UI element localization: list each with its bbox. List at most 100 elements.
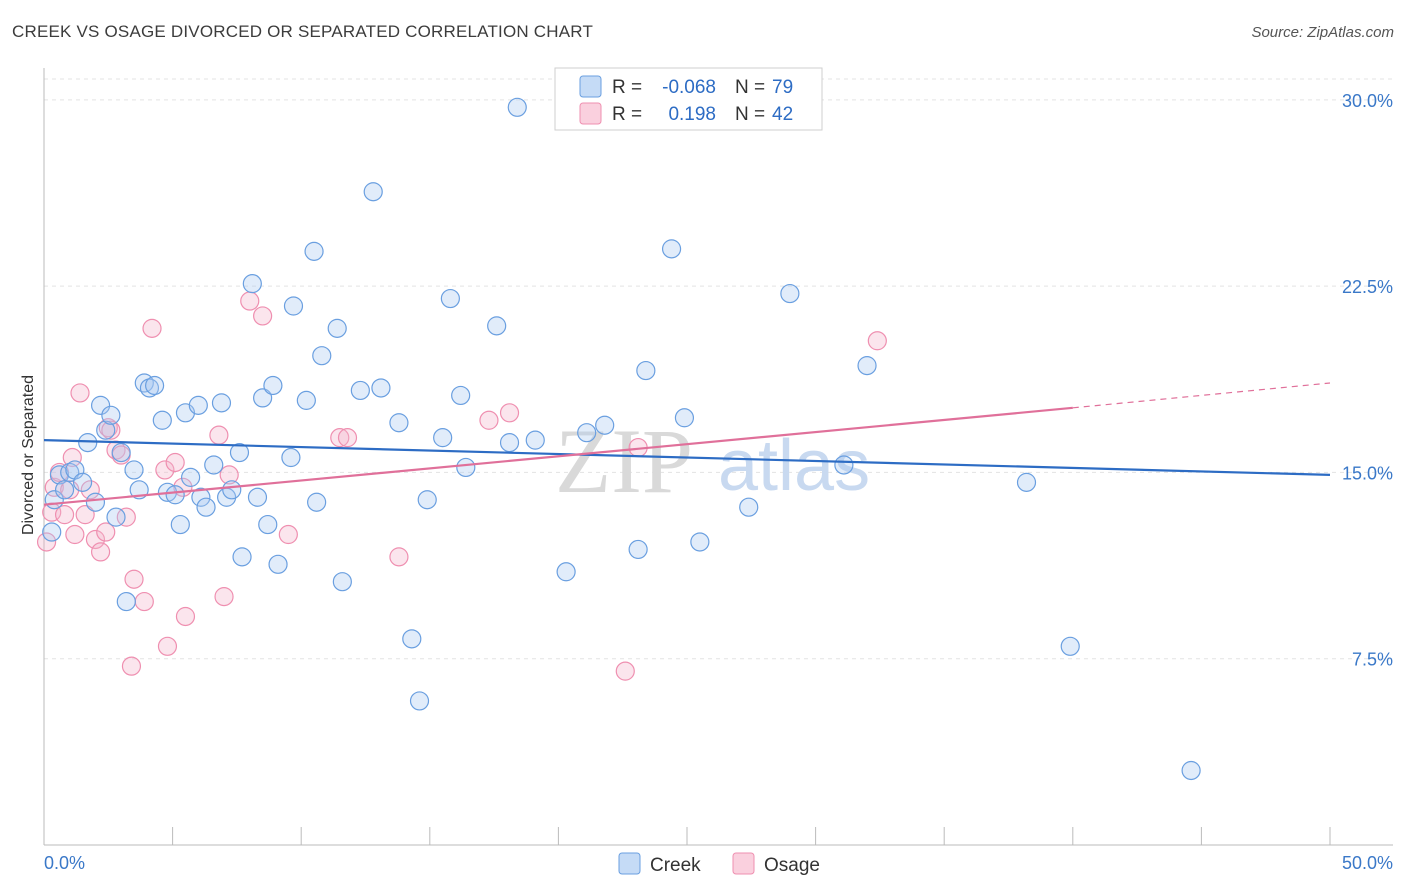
- y-tick-label: 15.0%: [1342, 463, 1393, 483]
- creek-point: [507, 97, 527, 117]
- creek-point: [304, 241, 324, 261]
- osage-point: [479, 410, 499, 430]
- chart-title: CREEK VS OSAGE DIVORCED OR SEPARATED COR…: [12, 22, 594, 41]
- osage-point: [75, 505, 95, 525]
- creek-point: [106, 507, 126, 527]
- osage-point: [240, 291, 260, 311]
- creek-point: [857, 356, 877, 376]
- creek-point: [247, 487, 268, 507]
- y-tick-label: 22.5%: [1342, 277, 1393, 297]
- creek-point: [417, 490, 437, 510]
- axes: [43, 68, 1393, 846]
- legend-r-label-creek: R =: [612, 77, 642, 98]
- osage-point: [330, 428, 350, 448]
- osage-point: [337, 428, 358, 448]
- osage-point: [124, 569, 144, 589]
- creek-point: [101, 405, 121, 425]
- legend-n-value-osage: 42: [772, 104, 793, 125]
- osage-point: [90, 542, 111, 562]
- creek-point: [54, 480, 75, 500]
- x-tick-label-max: 50.0%: [1342, 853, 1393, 873]
- creek-point: [389, 413, 409, 433]
- bottom-legend-swatch-osage: [732, 852, 755, 875]
- osage-point: [157, 636, 178, 656]
- osage-point: [389, 547, 409, 567]
- creek-point: [196, 497, 216, 517]
- creek-point: [232, 547, 252, 567]
- osage-point: [65, 524, 85, 545]
- osage-point: [253, 306, 273, 326]
- creek-point: [499, 433, 520, 453]
- creek-point: [90, 395, 111, 415]
- osage-point: [36, 532, 57, 552]
- creek-point: [165, 485, 185, 505]
- creek-point: [350, 380, 370, 401]
- creek-point: [242, 274, 262, 294]
- legend-swatch-creek: [579, 75, 602, 98]
- creek-point: [139, 378, 160, 398]
- creek-point: [78, 433, 98, 453]
- creek-point: [556, 562, 576, 582]
- osage-point: [615, 661, 635, 681]
- osage-point: [96, 522, 116, 542]
- osage-point: [142, 318, 162, 338]
- creek-point: [268, 554, 288, 574]
- osage-point: [70, 383, 90, 403]
- creek-point: [307, 492, 327, 512]
- creek-point: [296, 390, 316, 410]
- bottom-legend: Creek Osage: [618, 852, 820, 876]
- creek-point: [258, 514, 278, 535]
- osage-point: [175, 606, 196, 627]
- creek-point: [191, 487, 211, 507]
- osage-point: [116, 507, 136, 527]
- creek-point: [188, 395, 208, 415]
- top-legend: R = -0.068 N = 79 R = 0.198 N = 42: [554, 67, 823, 131]
- creek-point: [487, 316, 507, 336]
- bottom-legend-creek: Creek: [650, 855, 701, 876]
- osage-points: [36, 291, 887, 681]
- creek-point: [409, 691, 430, 711]
- creek-point: [60, 462, 80, 483]
- legend-swatch-osage: [579, 102, 602, 125]
- osage-point: [278, 524, 298, 545]
- osage-trend-line: [43, 406, 1073, 506]
- y-tick-label: 30.0%: [1342, 91, 1393, 111]
- y-tick-labels: 7.5% 15.0% 22.5% 30.0%: [1342, 91, 1393, 670]
- creek-point: [312, 346, 332, 366]
- osage-point: [214, 587, 234, 607]
- osage-point: [867, 331, 887, 351]
- watermark-zip: ZIP: [555, 410, 693, 512]
- grid-lines: [44, 78, 1393, 660]
- creek-point: [204, 455, 224, 475]
- creek-point: [1060, 636, 1080, 656]
- creek-point: [111, 442, 131, 463]
- creek-point: [229, 442, 250, 463]
- legend-r-value-osage: 0.198: [668, 104, 716, 125]
- osage-point: [121, 656, 142, 676]
- creek-point: [402, 629, 422, 649]
- osage-trend-extension: [1072, 382, 1331, 409]
- osage-point: [98, 418, 118, 438]
- creek-point: [211, 393, 232, 413]
- osage-point: [80, 480, 100, 500]
- y-tick-label: 7.5%: [1352, 650, 1393, 670]
- creek-point: [834, 455, 854, 475]
- creek-point: [636, 360, 656, 381]
- legend-n-value-creek: 79: [772, 77, 793, 98]
- creek-point: [451, 385, 471, 406]
- osage-point: [219, 465, 239, 485]
- osage-point: [165, 452, 185, 473]
- osage-point: [209, 425, 229, 445]
- creek-point: [263, 375, 283, 396]
- bottom-legend-swatch-creek: [618, 852, 641, 875]
- osage-point: [499, 403, 520, 423]
- creek-point: [440, 288, 460, 309]
- legend-n-label-creek: N =: [735, 77, 765, 98]
- osage-point: [85, 529, 106, 550]
- legend-r-label-osage: R =: [612, 104, 642, 125]
- creek-point: [332, 572, 352, 592]
- trend-lines: [43, 382, 1331, 506]
- creek-point: [1016, 472, 1037, 492]
- creek-point: [1181, 760, 1201, 781]
